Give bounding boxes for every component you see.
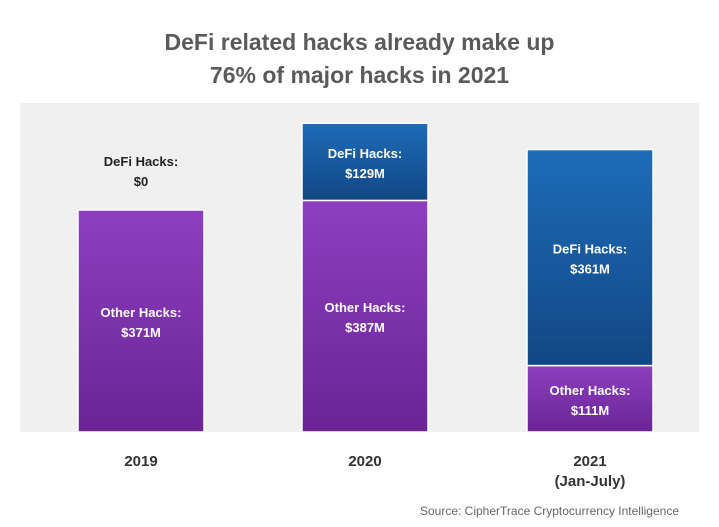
data-label-other-hacks-2020-value: $387M [345, 320, 385, 335]
bar-other-hacks-2019 [77, 209, 205, 433]
chart-title-line-1: DeFi related hacks already make up [164, 29, 555, 55]
x-tick-label-2019: 2019 [124, 453, 157, 470]
x-tick-label-2021: 2021 [573, 453, 606, 470]
data-label-defi-hacks-2021-name: DeFi Hacks: [553, 242, 627, 257]
data-label-defi-hacks-2019-name: DeFi Hacks: [104, 154, 178, 169]
chart-title: DeFi related hacks already make up 76% o… [0, 26, 719, 92]
bar-other-hacks-2021 [526, 364, 654, 433]
data-label-other-hacks-2019-name: Other Hacks: [101, 305, 182, 320]
bar-other-hacks-2020 [301, 199, 429, 433]
data-label-other-hacks-2020-name: Other Hacks: [325, 300, 406, 315]
data-label-defi-hacks-2021-value: $361M [570, 262, 610, 277]
x-tick-label-2021-note: (Jan-July) [555, 473, 626, 490]
data-label-other-hacks-2021-name: Other Hacks: [550, 383, 631, 398]
data-label-defi-hacks-2020-value: $129M [345, 166, 385, 181]
chart-title-line-2: 76% of major hacks in 2021 [209, 62, 510, 88]
data-label-other-hacks-2021-value: $111M [571, 403, 609, 418]
data-label-defi-hacks-2019-value: $0 [134, 174, 148, 189]
bar-defi-hacks-2021 [526, 148, 654, 367]
data-label-other-hacks-2019-value: $371M [121, 325, 161, 340]
bar-defi-hacks-2020 [301, 122, 429, 202]
source-note: Source: CipherTrace Cryptocurrency Intel… [419, 504, 679, 518]
data-label-defi-hacks-2020-name: DeFi Hacks: [328, 146, 402, 161]
x-tick-label-2020: 2020 [348, 453, 381, 470]
